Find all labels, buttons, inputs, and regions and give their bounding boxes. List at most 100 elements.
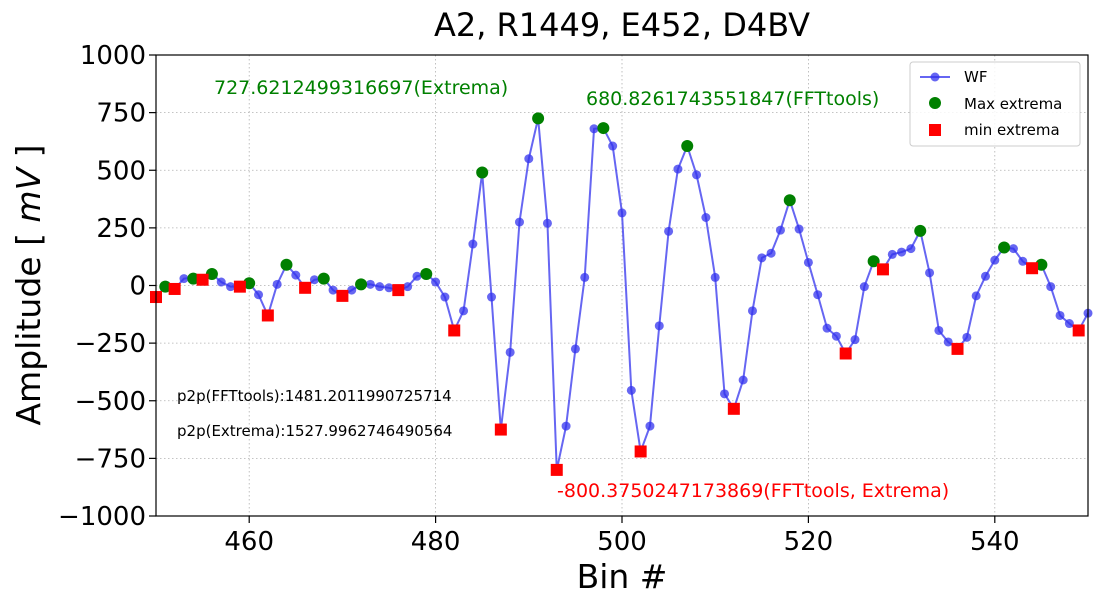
wf-point <box>934 325 944 335</box>
wf-point <box>328 285 338 295</box>
legend-min-label: min extrema <box>964 121 1060 139</box>
min-extrema-point <box>336 289 349 302</box>
max-extrema-point <box>681 140 694 153</box>
min-extrema-point <box>168 282 181 295</box>
wf-point <box>542 218 552 228</box>
wf-point <box>291 270 301 280</box>
wf-point <box>309 275 319 285</box>
wf-point <box>1008 244 1018 254</box>
max-extrema-point <box>159 280 172 293</box>
wf-point <box>859 282 869 292</box>
min-extrema-point <box>634 445 647 458</box>
max-extrema-point <box>1035 258 1048 271</box>
wf-point <box>524 154 534 164</box>
max-extrema-point <box>998 241 1011 254</box>
axis-ticks: 460 480 500 520 540 −1000 −750 −500 −250 0 250 500 7… <box>58 41 1020 557</box>
wf-point <box>943 337 953 347</box>
wf-point <box>347 285 357 295</box>
min-extrema-point <box>196 273 209 286</box>
legend-wf-label: WF <box>964 68 987 86</box>
max-extrema-point <box>205 267 218 280</box>
min-extrema-point <box>299 281 312 294</box>
wf-point <box>375 282 385 292</box>
wf-point <box>403 282 413 292</box>
max-extrema-point <box>420 267 433 280</box>
max-extrema-point <box>597 122 610 135</box>
wf-point <box>925 268 935 278</box>
wf-point <box>440 292 450 302</box>
y-axis-label-suffix: ] <box>9 144 48 167</box>
x-tick-label: 520 <box>784 527 834 557</box>
wf-point <box>897 247 907 257</box>
wf-point <box>514 217 524 227</box>
wf-point <box>1046 282 1056 292</box>
y-tick-label: 1000 <box>80 41 146 71</box>
wf-point <box>459 306 469 316</box>
wf-point <box>589 124 599 134</box>
y-tick-label: 500 <box>96 156 146 186</box>
wf-point <box>216 277 226 287</box>
wf-point <box>654 321 664 331</box>
wf-point <box>813 290 823 300</box>
wf-point <box>831 331 841 341</box>
wf-point <box>468 239 478 249</box>
wf-point <box>226 282 236 292</box>
wf-point <box>701 213 711 223</box>
wf-point <box>626 385 636 395</box>
wf-point <box>990 255 1000 265</box>
min-extrema-point <box>494 423 507 436</box>
wf-point <box>617 208 627 218</box>
min-extrema-point <box>550 463 563 476</box>
wf-point <box>794 224 804 234</box>
wf-point <box>1055 310 1065 320</box>
legend-min-marker <box>929 124 941 136</box>
annotation-max-fft: 680.8261743551847(FFTtools) <box>586 88 879 110</box>
x-tick-label: 460 <box>224 527 274 557</box>
wf-point <box>887 249 897 259</box>
y-tick-label: −500 <box>75 387 146 417</box>
legend-box <box>909 61 1081 147</box>
wf-point <box>692 170 702 180</box>
y-tick-label: −250 <box>75 329 146 359</box>
wf-point <box>720 389 730 399</box>
wf-point <box>580 272 590 282</box>
min-extrema-point <box>392 284 405 297</box>
wf-point <box>971 291 981 301</box>
max-extrema-point <box>476 166 489 179</box>
wf-point <box>431 277 441 287</box>
wf-point <box>254 290 264 300</box>
legend-wf-marker <box>930 72 940 82</box>
wf-point <box>803 257 813 267</box>
annotation-min: -800.3750247173869(FFTtools, Extrema) <box>557 480 949 502</box>
wf-point <box>775 225 785 235</box>
max-extrema-point <box>914 224 927 237</box>
max-extrema-point <box>317 272 330 285</box>
wf-point <box>645 421 655 431</box>
min-extrema-point <box>233 280 246 293</box>
min-extrema-point <box>1072 324 1085 337</box>
max-extrema-point <box>243 277 256 290</box>
series-max-extrema <box>159 112 1048 293</box>
wf-point <box>766 248 776 258</box>
wf-point <box>738 375 748 385</box>
wf-point <box>179 274 189 284</box>
wf-point <box>710 272 720 282</box>
annotation-p2p-fft: p2p(FFTtools):1481.2011990725714 <box>177 387 452 405</box>
y-tick-label: 750 <box>96 99 146 129</box>
y-tick-label: −750 <box>75 444 146 474</box>
min-extrema-point <box>448 324 461 337</box>
min-extrema-point <box>876 263 889 276</box>
x-tick-label: 500 <box>597 527 647 557</box>
wf-point <box>365 279 375 289</box>
wf-point <box>906 244 916 254</box>
wf-point <box>664 226 674 236</box>
annotation-p2p-extrema: p2p(Extrema):1527.9962746490564 <box>177 422 452 440</box>
max-extrema-point <box>355 278 368 291</box>
y-tick-label: −1000 <box>58 502 146 532</box>
max-extrema-point <box>867 255 880 268</box>
min-extrema-point <box>839 347 852 360</box>
wf-point <box>570 344 580 354</box>
wf-point <box>1064 319 1074 329</box>
wf-point <box>505 347 515 357</box>
y-axis-label-prefix: Amplitude [ <box>9 223 48 426</box>
